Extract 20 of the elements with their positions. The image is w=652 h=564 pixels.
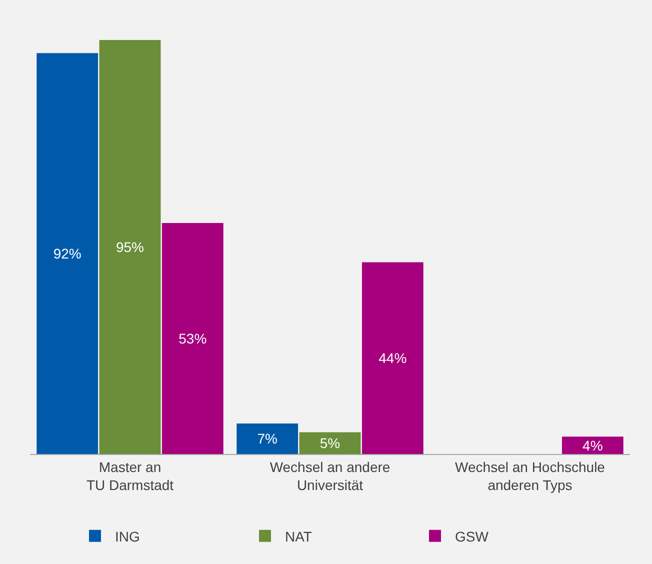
- bar: [99, 40, 161, 454]
- data-label: 95%: [116, 239, 144, 255]
- bar: [36, 53, 98, 454]
- x-tick-label: Master an TU Darmstadt: [86, 458, 174, 493]
- legend-label: GSW: [455, 528, 490, 544]
- data-label: 92%: [53, 246, 82, 262]
- bar: [362, 262, 424, 454]
- bar: [562, 436, 624, 454]
- bar: [162, 223, 224, 454]
- data-label: 4%: [582, 437, 603, 454]
- x-tick-label: Wechsel an Hochschule anderen Typs: [455, 458, 606, 493]
- data-label: 5%: [320, 435, 340, 452]
- bar: [299, 432, 361, 454]
- bar: [236, 423, 298, 454]
- x-tick-label: Wechsel an andere Universität: [270, 458, 390, 493]
- data-label: 44%: [378, 350, 407, 366]
- legend-label: NAT: [285, 528, 312, 544]
- data-label: 53%: [178, 330, 207, 347]
- data-label: 7%: [257, 430, 278, 447]
- legend-label: ING: [115, 528, 140, 544]
